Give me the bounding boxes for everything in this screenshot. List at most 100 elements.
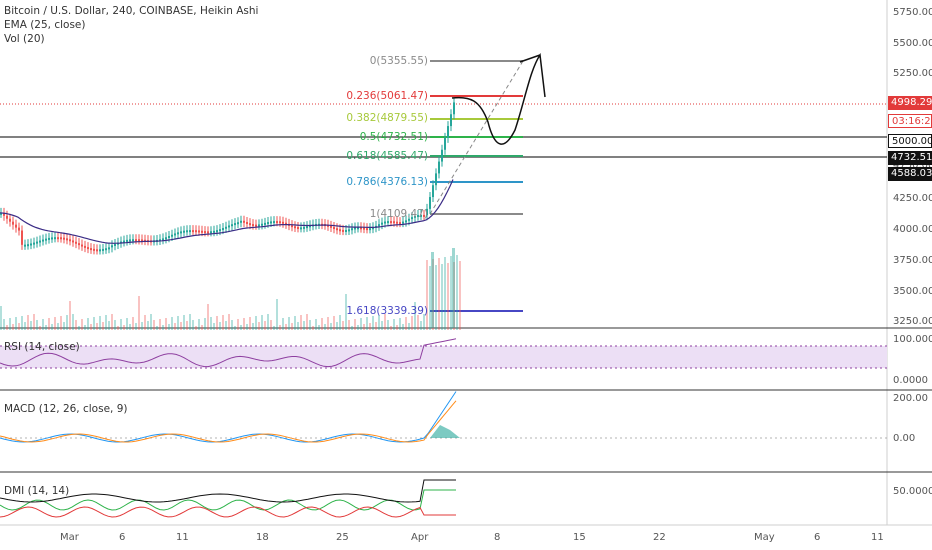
candle-body	[108, 247, 110, 250]
volume-bar	[435, 265, 437, 330]
volume-bar	[378, 315, 380, 330]
volume-bar	[432, 259, 434, 330]
candle-body	[141, 239, 143, 242]
candle-body	[129, 239, 131, 242]
rsi-band	[0, 346, 887, 368]
candle-body	[75, 241, 77, 244]
candle-body	[27, 244, 29, 247]
volume-bar	[201, 325, 203, 330]
candle-body	[87, 247, 89, 250]
volume-bar	[84, 325, 86, 330]
volume-bar	[93, 317, 95, 330]
date-tick: Mar	[60, 532, 79, 543]
candle-body	[354, 227, 356, 230]
candle-body	[396, 221, 398, 224]
volume-bar	[381, 321, 383, 330]
volume-bar	[117, 326, 119, 330]
candle-body	[45, 238, 47, 241]
candle-body	[447, 126, 449, 138]
candle-body	[384, 221, 386, 224]
candle-body	[381, 222, 383, 225]
rsi-label[interactable]: RSI (14, close)	[4, 341, 80, 353]
volume-bar	[168, 324, 170, 330]
volume-bar	[387, 320, 389, 330]
candle-body	[6, 215, 8, 219]
price-tick: 3750.00	[893, 255, 932, 266]
fib-label-0: 0(5355.55)	[369, 55, 428, 67]
volume-bar	[234, 326, 236, 330]
volume-bar	[96, 323, 98, 330]
volume-bar	[231, 320, 233, 330]
volume-bar	[75, 320, 77, 330]
candle-body	[105, 248, 107, 251]
candle-body	[255, 224, 257, 227]
ema-line	[0, 179, 454, 244]
candle-body	[135, 239, 137, 242]
volume-bar	[105, 315, 107, 330]
dmi-label[interactable]: DMI (14, 14)	[4, 485, 70, 497]
candle-body	[213, 230, 215, 233]
candle-body	[174, 233, 176, 236]
candle-body	[246, 222, 248, 225]
volume-bar	[30, 321, 32, 330]
candle-body	[165, 237, 167, 240]
candle-body	[261, 223, 263, 226]
chart-legend: Bitcoin / U.S. Dollar, 240, COINBASE, He…	[4, 4, 258, 46]
volume-bar	[126, 318, 128, 330]
macd-label[interactable]: MACD (12, 26, close, 9)	[4, 403, 128, 415]
volume-bar	[114, 320, 116, 330]
candle-body	[132, 239, 134, 242]
candle-body	[429, 197, 431, 209]
candle-body	[393, 221, 395, 224]
volume-bar	[15, 317, 17, 330]
price-tick: 5750.00	[893, 7, 932, 18]
volume-bar	[159, 319, 161, 330]
date-tick: May	[754, 532, 775, 543]
volume-bar	[393, 319, 395, 330]
candle-body	[111, 245, 113, 248]
candle-body	[402, 221, 404, 224]
level-5000-tag: 5000.00	[888, 134, 932, 148]
candle-body	[210, 231, 212, 234]
candle-body	[264, 222, 266, 225]
candle-body	[249, 223, 251, 226]
candle-body	[444, 137, 446, 150]
volume-bar	[375, 322, 377, 330]
volume-bar	[452, 248, 455, 328]
volume-bar	[282, 318, 284, 330]
symbol-title[interactable]: Bitcoin / U.S. Dollar, 240, COINBASE, He…	[4, 5, 259, 17]
volume-bar	[390, 326, 392, 330]
volume-bar	[66, 315, 68, 330]
volume-bar	[315, 319, 317, 330]
volume-bar	[225, 321, 227, 330]
volume-bar	[318, 325, 320, 330]
volume-bar	[411, 316, 413, 330]
candle-body	[297, 227, 299, 230]
volume-bar	[204, 318, 206, 330]
volume-bar	[183, 315, 185, 330]
candle-body	[399, 222, 401, 225]
candle-body	[294, 226, 296, 229]
level-4588-tag: 4588.03	[888, 167, 932, 181]
volume-bar	[360, 318, 362, 330]
projection-path	[519, 54, 541, 63]
candle-body	[0, 212, 2, 215]
candle-body	[453, 102, 455, 115]
candle-body	[168, 236, 170, 239]
adx-line	[0, 479, 456, 503]
ema-legend[interactable]: EMA (25, close)	[4, 19, 86, 31]
candle-body	[84, 245, 86, 248]
rsi-tick: 0.0000	[893, 375, 928, 386]
candle-body	[3, 212, 5, 216]
candle-body	[72, 240, 74, 243]
volume-legend[interactable]: Vol (20)	[4, 33, 45, 45]
volume-bar	[429, 266, 431, 330]
price-tick: 3500.00	[893, 286, 932, 297]
volume-bar	[24, 322, 26, 330]
price-tick: 4000.00	[893, 224, 932, 235]
volume-bar	[372, 316, 374, 330]
candle-body	[186, 230, 188, 233]
volume-bar	[357, 325, 359, 330]
